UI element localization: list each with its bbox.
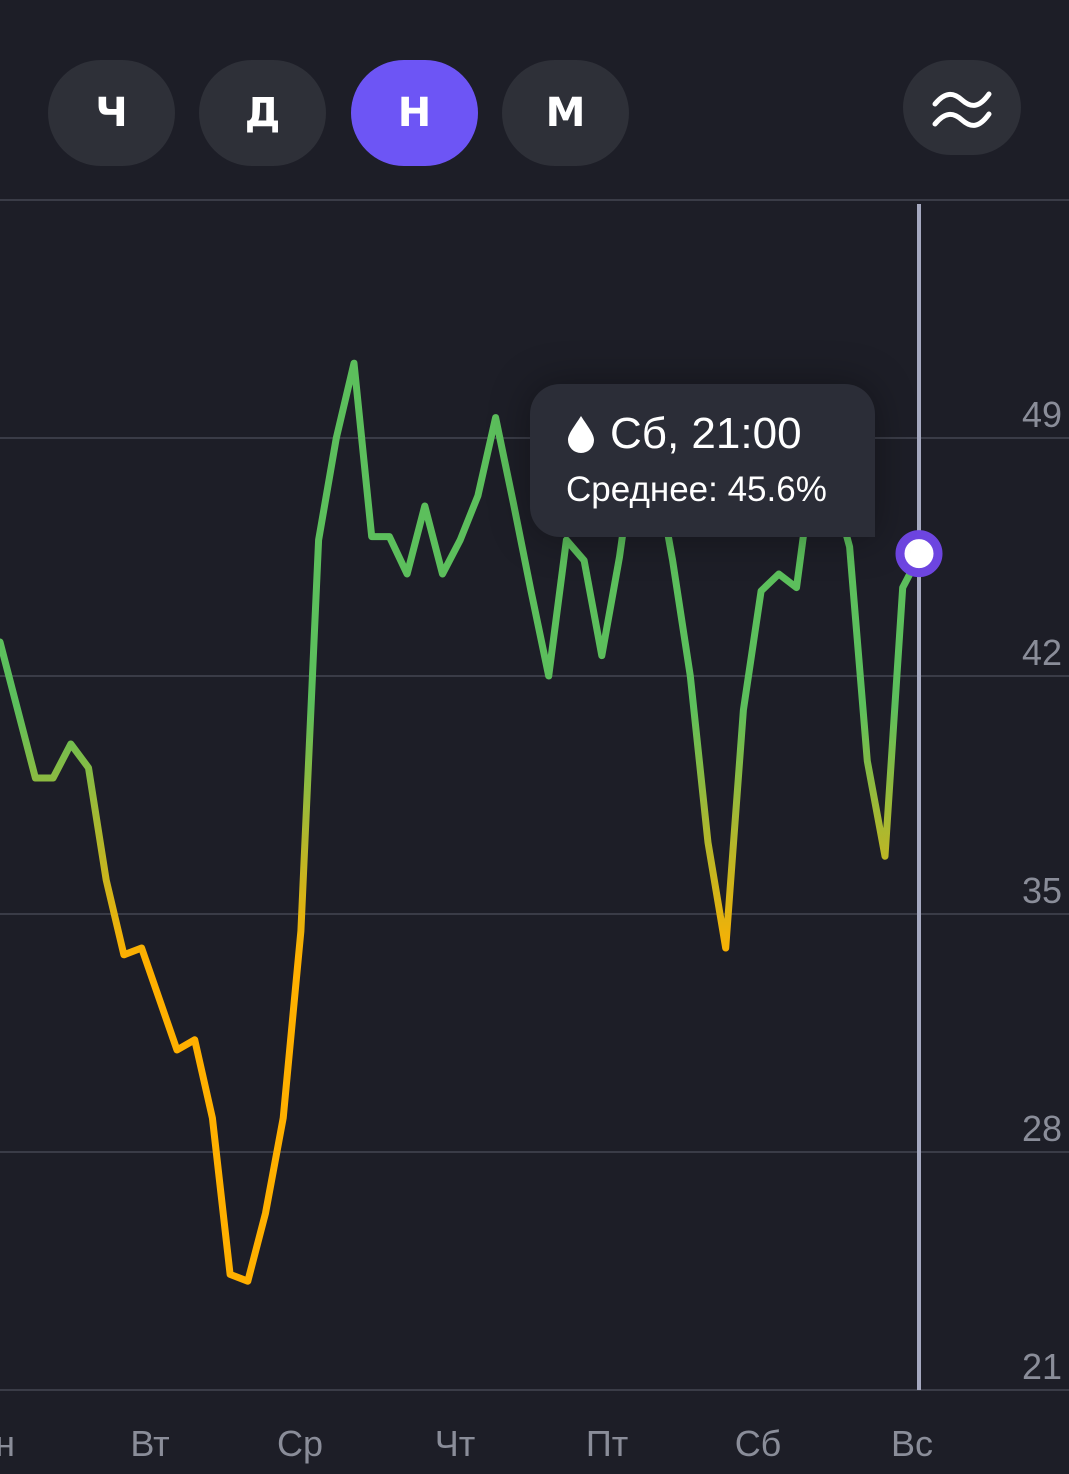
data-point [882, 853, 888, 859]
tab-days[interactable]: Д [199, 60, 326, 166]
tab-week[interactable]: Н [351, 60, 478, 166]
data-point [316, 537, 322, 543]
y-tick-label: 35 [1022, 870, 1062, 911]
data-point [687, 673, 693, 679]
x-tick-label: Сб [735, 1423, 782, 1464]
y-tick-label: 49 [1022, 394, 1062, 435]
data-point [298, 928, 304, 934]
y-tick-label: 42 [1022, 632, 1062, 673]
data-point [32, 775, 38, 781]
data-point [369, 534, 375, 540]
data-point [581, 557, 587, 563]
tooltip: Сб, 21:00 Среднее: 45.6% [530, 384, 875, 537]
data-point [351, 360, 357, 366]
data-point [404, 571, 410, 577]
data-point [422, 503, 428, 509]
data-point [475, 493, 481, 499]
data-point [103, 877, 109, 883]
data-point [705, 840, 711, 846]
data-point [847, 544, 853, 550]
x-tick-label: Чт [435, 1423, 475, 1464]
data-point [263, 1210, 269, 1216]
tooltip-title-row: Сб, 21:00 [566, 408, 875, 460]
tab-hours[interactable]: Ч [48, 60, 175, 166]
data-point [864, 758, 870, 764]
x-tick-label: Вс [891, 1423, 933, 1464]
data-point [510, 500, 516, 506]
x-tick-label: Вт [130, 1423, 169, 1464]
data-point [758, 588, 764, 594]
tab-month[interactable]: М [502, 60, 629, 166]
data-point [528, 588, 534, 594]
data-point [121, 952, 127, 958]
data-point [139, 945, 145, 951]
data-point [900, 585, 906, 591]
data-point [333, 435, 339, 441]
drop-icon [568, 416, 594, 453]
data-point [723, 945, 729, 951]
data-point [50, 775, 56, 781]
waves-icon [932, 91, 992, 128]
tooltip-title: Сб, 21:00 [610, 409, 802, 458]
data-point [192, 1037, 198, 1043]
series-line [0, 359, 924, 1285]
data-point [740, 707, 746, 713]
x-tick-label: Ср [277, 1423, 323, 1464]
data-point [68, 741, 74, 747]
smoothing-toggle-button[interactable] [903, 60, 1021, 155]
x-tick-label: н [0, 1423, 15, 1464]
y-tick-label: 28 [1022, 1108, 1062, 1149]
data-point [156, 996, 162, 1002]
data-point [209, 1115, 215, 1121]
data-point [794, 585, 800, 591]
data-point [86, 765, 92, 771]
data-point [563, 537, 569, 543]
data-point [457, 537, 463, 543]
data-point [227, 1271, 233, 1277]
data-point [546, 673, 552, 679]
data-point [386, 534, 392, 540]
data-point [440, 571, 446, 577]
data-point [174, 1047, 180, 1053]
data-point [15, 707, 21, 713]
y-tick-label: 21 [1022, 1346, 1062, 1387]
data-point [776, 571, 782, 577]
x-tick-label: Пт [586, 1423, 628, 1464]
data-point [599, 653, 605, 659]
data-point [617, 554, 623, 560]
data-point [493, 415, 499, 421]
selected-point-marker[interactable] [895, 530, 943, 578]
tooltip-average: Среднее: 45.6% [566, 470, 827, 509]
data-point [245, 1278, 251, 1284]
data-point [280, 1115, 286, 1121]
data-point [670, 557, 676, 563]
